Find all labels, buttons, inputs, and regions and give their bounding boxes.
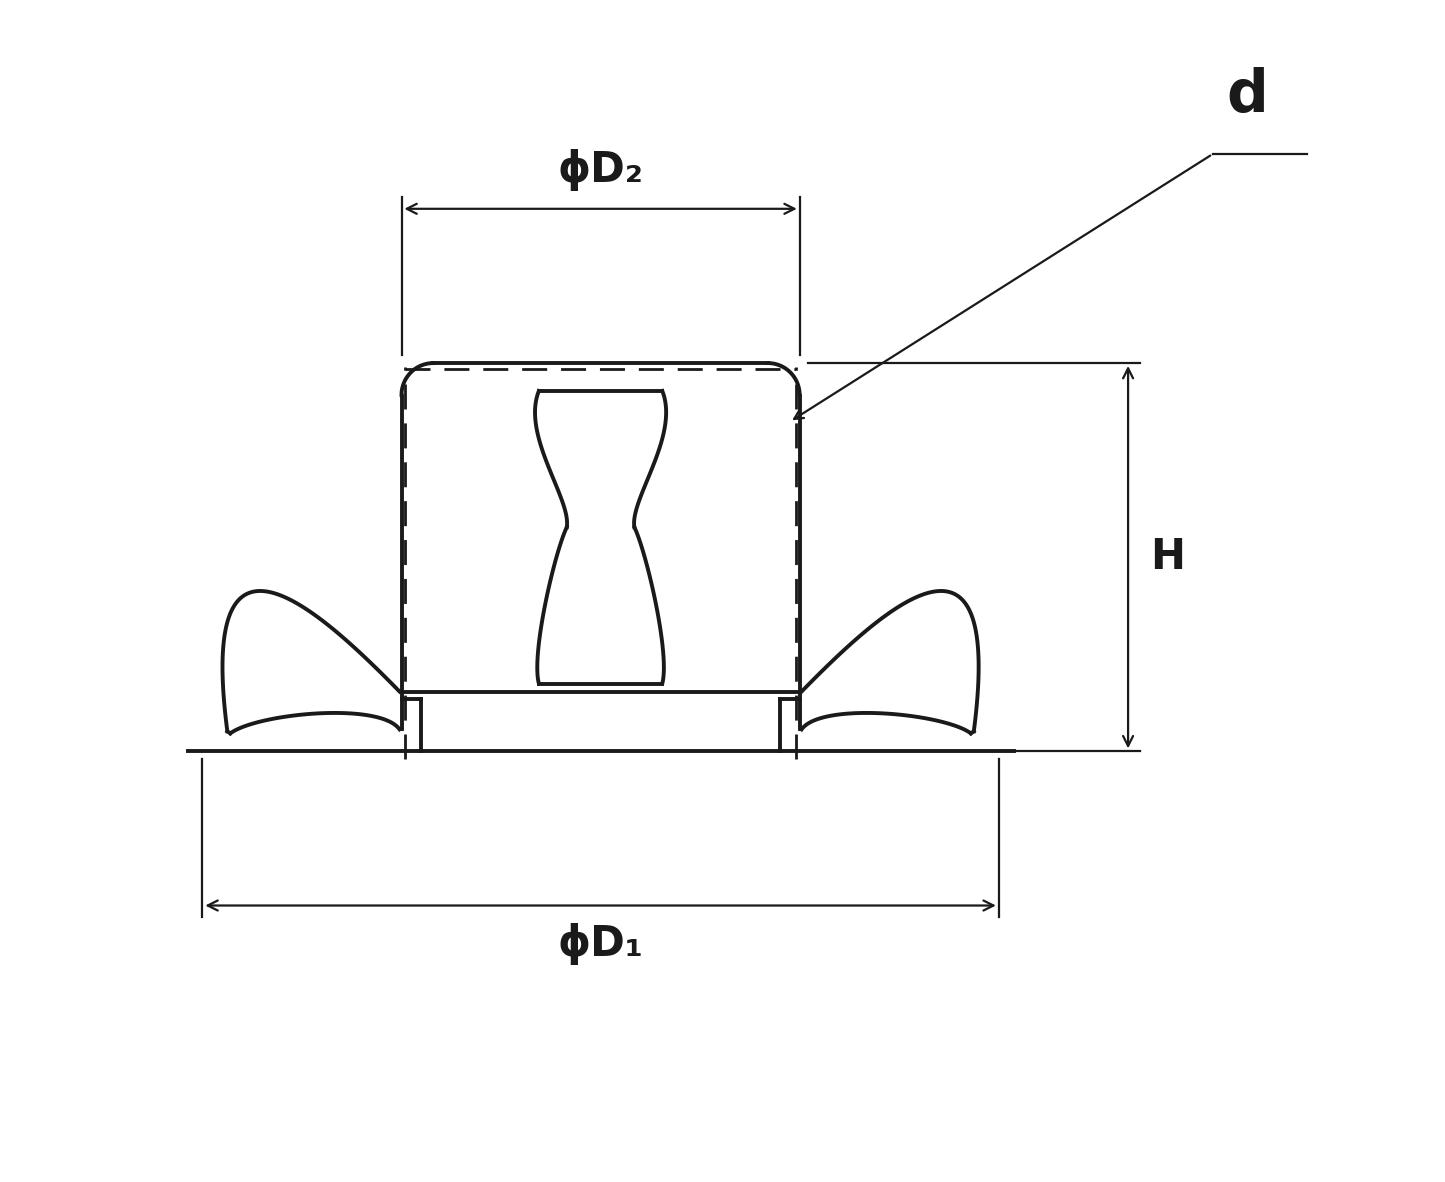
- Text: d: d: [1227, 67, 1269, 124]
- Text: H: H: [1150, 537, 1185, 578]
- Text: ϕD₂: ϕD₂: [558, 149, 643, 190]
- Text: ϕD₁: ϕD₁: [558, 923, 643, 966]
